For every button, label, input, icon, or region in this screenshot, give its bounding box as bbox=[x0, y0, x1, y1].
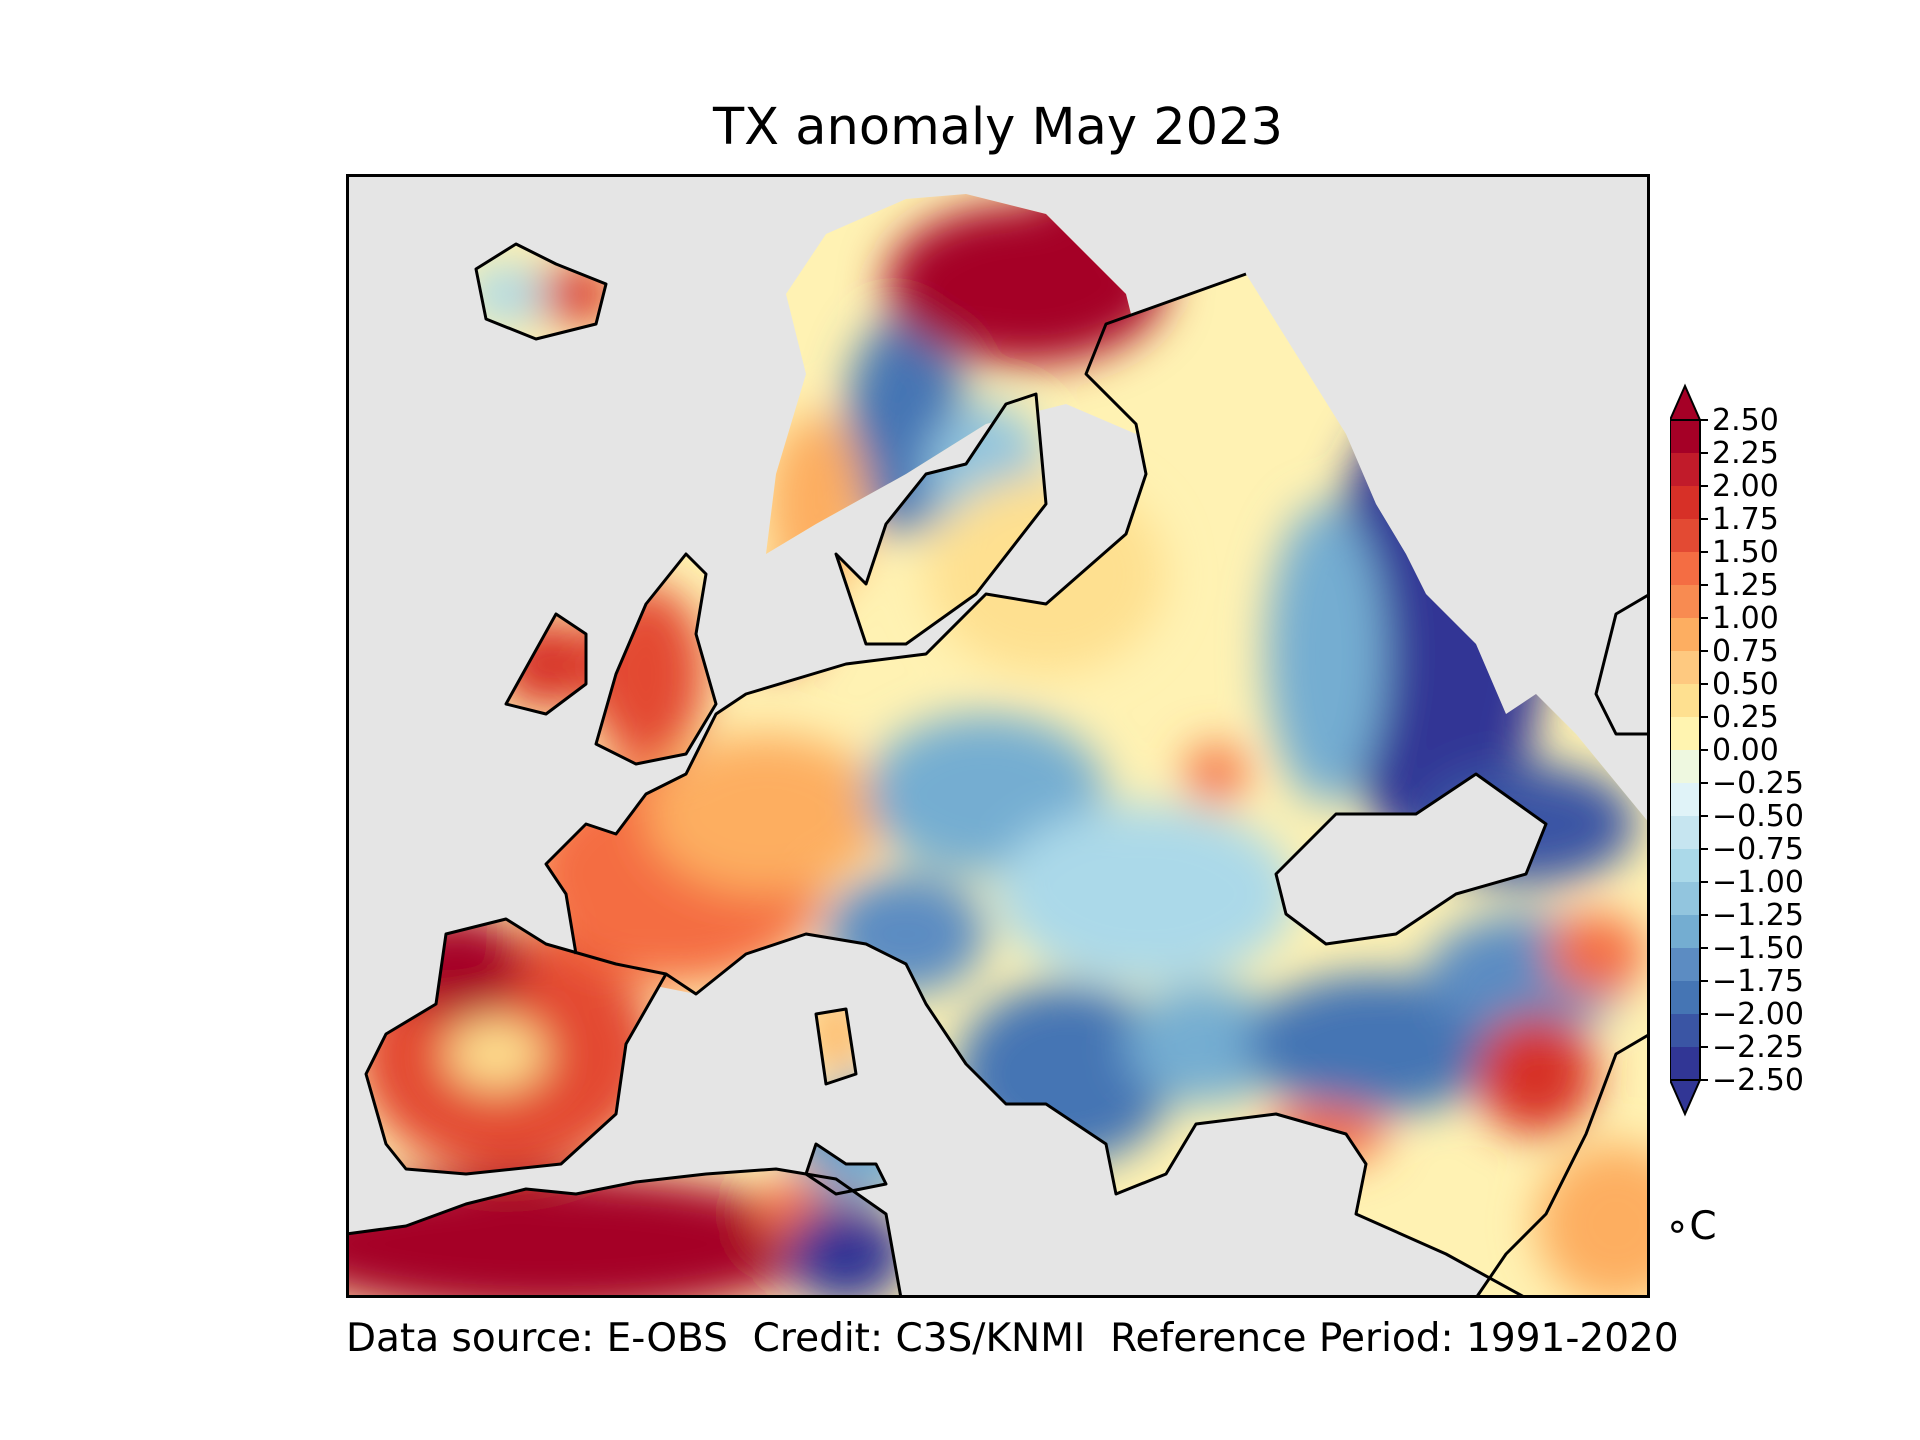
colorbar-band bbox=[1670, 552, 1700, 586]
colorbar-tick-label: 0.50 bbox=[1712, 667, 1779, 702]
colorbar-tick-label: −0.50 bbox=[1712, 799, 1804, 834]
colorbar-tick-label: 0.25 bbox=[1712, 700, 1779, 735]
colorbar-tick-label: 0.00 bbox=[1712, 733, 1779, 768]
colorbar-tick-label: 2.25 bbox=[1712, 436, 1779, 471]
colorbar-band bbox=[1670, 816, 1700, 850]
colorbar-band bbox=[1670, 519, 1700, 553]
colorbar-tick-label: 2.00 bbox=[1712, 469, 1779, 504]
colorbar-band bbox=[1670, 849, 1700, 883]
colorbar-band bbox=[1670, 915, 1700, 949]
map-border bbox=[346, 174, 1650, 1298]
colorbar-tick-label: −0.25 bbox=[1712, 766, 1804, 801]
colorbar-band bbox=[1670, 1014, 1700, 1048]
colorbar-bands bbox=[1670, 420, 1700, 1081]
colorbar-band bbox=[1670, 783, 1700, 817]
colorbar-tick-label: −1.50 bbox=[1712, 931, 1804, 966]
map-title: TX anomaly May 2023 bbox=[712, 98, 1283, 157]
colorbar-tick-label: 0.75 bbox=[1712, 634, 1779, 669]
colorbar: 2.502.252.001.751.501.251.000.750.500.25… bbox=[1670, 383, 1804, 1117]
colorbar-band bbox=[1670, 981, 1700, 1015]
colorbar-band bbox=[1670, 717, 1700, 751]
colorbar-tick-label: 1.75 bbox=[1712, 502, 1779, 537]
colorbar-tick-label: −1.75 bbox=[1712, 964, 1804, 999]
colorbar-band bbox=[1670, 750, 1700, 784]
colorbar-tick-label: 1.25 bbox=[1712, 568, 1779, 603]
colorbar-band bbox=[1670, 420, 1700, 454]
colorbar-band bbox=[1670, 948, 1700, 982]
unit-label: ∘C bbox=[1665, 1204, 1717, 1249]
colorbar-band bbox=[1670, 684, 1700, 718]
colorbar-tick-label: −2.50 bbox=[1712, 1063, 1804, 1098]
colorbar-band bbox=[1670, 453, 1700, 487]
colorbar-band bbox=[1670, 618, 1700, 652]
colorbar-tick-label: −2.00 bbox=[1712, 997, 1804, 1032]
colorbar-tick-label: 2.50 bbox=[1712, 403, 1779, 438]
colorbar-extend-max bbox=[1670, 383, 1702, 421]
colorbar-band bbox=[1670, 1047, 1700, 1081]
colorbar-ticks: 2.502.252.001.751.501.251.000.750.500.25… bbox=[1700, 403, 1804, 1098]
colorbar-tick-label: −2.25 bbox=[1712, 1030, 1804, 1065]
colorbar-extend-min bbox=[1670, 1079, 1702, 1117]
colorbar-band bbox=[1670, 585, 1700, 619]
colorbar-tick-label: −1.25 bbox=[1712, 898, 1804, 933]
colorbar-tick-label: 1.50 bbox=[1712, 535, 1779, 570]
colorbar-band bbox=[1670, 882, 1700, 916]
colorbar-band bbox=[1670, 486, 1700, 520]
data-source-credit: Data source: E-OBS Credit: C3S/KNMI Refe… bbox=[346, 1316, 1679, 1361]
colorbar-band bbox=[1670, 651, 1700, 685]
colorbar-tick-label: 1.00 bbox=[1712, 601, 1779, 636]
colorbar-tick-label: −0.75 bbox=[1712, 832, 1804, 867]
anomaly-map bbox=[346, 174, 1650, 1298]
colorbar-tick-label: −1.00 bbox=[1712, 865, 1804, 900]
coastlines bbox=[346, 242, 1650, 1298]
